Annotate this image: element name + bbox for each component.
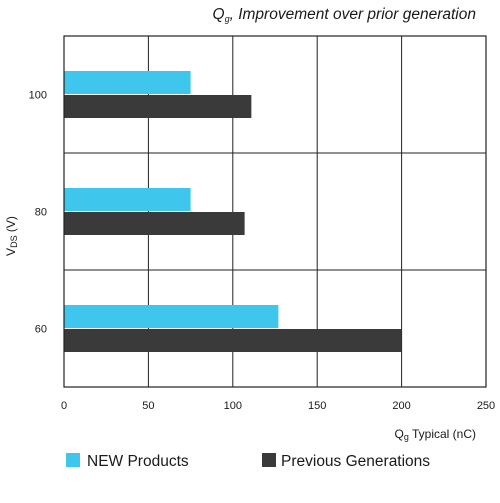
- bar-previous-generations-60: [64, 329, 402, 352]
- x-tick-labels: 0 50 100 150 200 250: [61, 400, 495, 412]
- x-tick-label: 250: [477, 400, 495, 412]
- y-axis-label-subscript: DS: [9, 235, 19, 248]
- legend-swatch-previous-generations: [262, 453, 276, 467]
- bar-previous-generations-80: [64, 212, 245, 235]
- x-axis-label-main: Q: [395, 427, 404, 441]
- bar-previous-generations-100: [64, 95, 252, 118]
- legend-label-new-products: NEW Products: [87, 453, 189, 470]
- chart-title-main: Q: [213, 6, 225, 23]
- x-tick-label: 50: [142, 400, 154, 412]
- y-tick-label: 60: [35, 324, 47, 336]
- bar-new-products-60: [64, 305, 279, 328]
- chart-title-subscript: g: [225, 14, 230, 24]
- legend-label-previous-generations: Previous Generations: [281, 453, 430, 470]
- plot-frame: [63, 35, 487, 388]
- y-tick-labels: 100 80 60: [29, 90, 47, 336]
- x-axis-label-subscript: g: [404, 432, 409, 442]
- x-tick-label: 100: [224, 400, 242, 412]
- y-tick-label: 80: [35, 207, 47, 219]
- legend: NEW Products Previous Generations: [66, 453, 430, 470]
- y-axis-label-rest: (V): [4, 216, 18, 235]
- grid: [64, 36, 486, 387]
- chart-title-rest: , Improvement over prior generation: [230, 6, 476, 23]
- bar-new-products-80: [64, 188, 191, 211]
- y-axis-label: VDS (V): [4, 216, 19, 256]
- bar-new-products-100: [64, 71, 191, 94]
- x-tick-label: 0: [61, 400, 67, 412]
- y-tick-label: 100: [29, 90, 47, 102]
- legend-swatch-new-products: [66, 453, 80, 467]
- x-tick-label: 200: [392, 400, 410, 412]
- y-axis-label-main: V: [4, 248, 18, 256]
- x-tick-label: 150: [308, 400, 326, 412]
- x-axis-label-rest: Typical (nC): [409, 427, 476, 441]
- bars: [64, 71, 402, 352]
- chart-title: Qg, Improvement over prior generation: [213, 6, 476, 24]
- x-axis-label: Qg Typical (nC): [395, 427, 477, 442]
